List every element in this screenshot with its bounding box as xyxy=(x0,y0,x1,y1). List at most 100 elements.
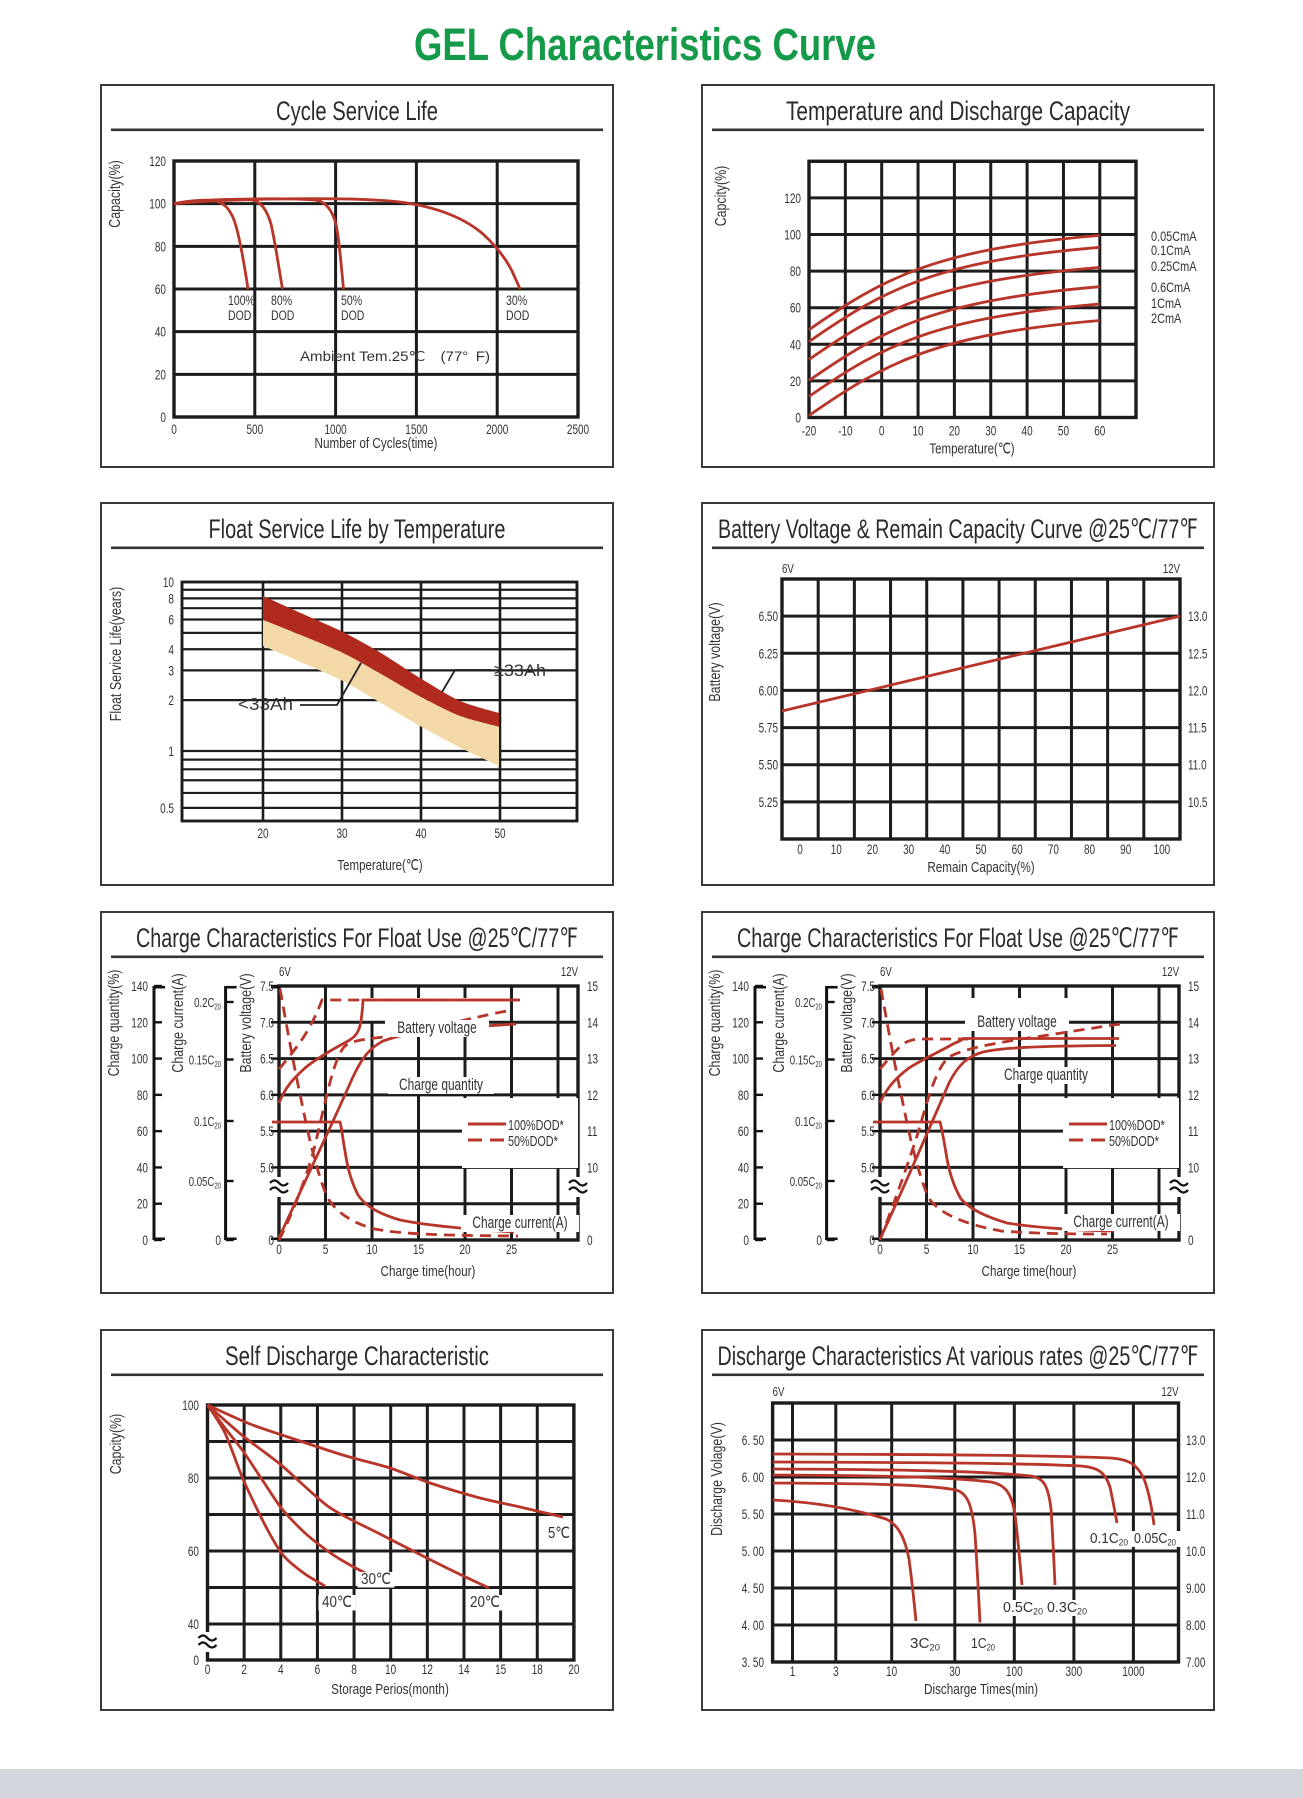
svg-text:0.15C20: 0.15C20 xyxy=(790,1053,823,1070)
svg-text:12V: 12V xyxy=(1163,561,1180,576)
svg-text:50: 50 xyxy=(494,826,505,841)
svg-text:0: 0 xyxy=(268,1233,274,1248)
svg-text:Charge Characteristics For Flo: Charge Characteristics For Float Use @25… xyxy=(737,923,1179,953)
svg-text:0: 0 xyxy=(879,424,885,439)
svg-text:0.2C20: 0.2C20 xyxy=(194,995,221,1012)
svg-text:100%DOD*: 100%DOD* xyxy=(508,1117,564,1134)
svg-text:2CmA: 2CmA xyxy=(1151,310,1182,326)
svg-text:6V: 6V xyxy=(279,964,291,979)
svg-text:DOD: DOD xyxy=(271,308,295,323)
svg-text:-10: -10 xyxy=(838,424,852,439)
svg-text:Cycle Service Life: Cycle Service Life xyxy=(276,96,438,126)
svg-text:0.05CmA: 0.05CmA xyxy=(1151,228,1197,244)
svg-text:100: 100 xyxy=(182,1398,199,1413)
svg-text:Capcity(%): Capcity(%) xyxy=(108,1414,125,1475)
svg-text:20: 20 xyxy=(1060,1242,1071,1257)
svg-text:50%: 50% xyxy=(341,293,362,308)
svg-text:5.75: 5.75 xyxy=(759,721,778,736)
svg-text:20: 20 xyxy=(257,826,268,841)
svg-text:DOD: DOD xyxy=(341,308,365,323)
svg-text:Temperature and Discharge Capa: Temperature and Discharge Capacity xyxy=(786,96,1130,126)
svg-text:50%DOD*: 50%DOD* xyxy=(1109,1133,1159,1150)
svg-text:Battery voltage(V): Battery voltage(V) xyxy=(839,973,856,1072)
svg-text:≥33Ah: ≥33Ah xyxy=(494,661,546,680)
svg-text:Discharge Volage(V): Discharge Volage(V) xyxy=(709,1422,726,1536)
svg-text:Battery voltage(V): Battery voltage(V) xyxy=(707,602,724,701)
svg-text:12V: 12V xyxy=(1161,1384,1178,1399)
svg-text:120: 120 xyxy=(732,1015,749,1030)
svg-text:5.0: 5.0 xyxy=(260,1160,274,1175)
svg-text:4. 00: 4. 00 xyxy=(742,1618,764,1633)
svg-text:10: 10 xyxy=(913,424,924,439)
svg-text:15: 15 xyxy=(1014,1242,1025,1257)
svg-text:13.0: 13.0 xyxy=(1186,1433,1205,1448)
svg-text:0: 0 xyxy=(587,1233,593,1248)
svg-text:8: 8 xyxy=(351,1662,357,1677)
svg-text:0: 0 xyxy=(816,1233,822,1248)
svg-text:5.5: 5.5 xyxy=(861,1124,875,1139)
svg-text:0.1CmA: 0.1CmA xyxy=(1151,242,1191,258)
svg-text:6.5: 6.5 xyxy=(861,1052,875,1067)
svg-text:4: 4 xyxy=(278,1662,284,1677)
svg-text:15: 15 xyxy=(413,1242,424,1257)
svg-text:30: 30 xyxy=(336,826,347,841)
svg-text:11.0: 11.0 xyxy=(1186,1507,1205,1522)
svg-text:18: 18 xyxy=(532,1662,543,1677)
svg-text:70: 70 xyxy=(1048,842,1059,857)
svg-text:0: 0 xyxy=(797,842,803,857)
svg-text:6.50: 6.50 xyxy=(759,609,778,624)
svg-text:6. 00: 6. 00 xyxy=(742,1470,764,1485)
svg-text:80: 80 xyxy=(137,1088,148,1103)
svg-text:6V: 6V xyxy=(782,561,794,576)
svg-text:14: 14 xyxy=(1188,1015,1199,1030)
svg-text:40℃: 40℃ xyxy=(322,1594,352,1611)
svg-text:60: 60 xyxy=(188,1544,199,1559)
svg-text:100: 100 xyxy=(1006,1664,1023,1679)
svg-text:500: 500 xyxy=(246,422,263,437)
svg-text:0.5: 0.5 xyxy=(160,801,174,816)
svg-text:Capacity(%): Capacity(%) xyxy=(107,160,124,228)
svg-text:0.05C20: 0.05C20 xyxy=(189,1174,222,1191)
svg-text:3: 3 xyxy=(833,1664,839,1679)
svg-text:Charge current(A): Charge current(A) xyxy=(1073,1212,1168,1231)
svg-text:9.00: 9.00 xyxy=(1186,1581,1205,1596)
svg-text:Storage Perios(month): Storage Perios(month) xyxy=(331,1681,449,1698)
svg-text:0: 0 xyxy=(795,411,801,426)
svg-text:5: 5 xyxy=(323,1242,329,1257)
svg-text:140: 140 xyxy=(131,979,148,994)
svg-text:20: 20 xyxy=(459,1242,470,1257)
svg-text:20: 20 xyxy=(738,1197,749,1212)
svg-text:40: 40 xyxy=(188,1617,199,1632)
svg-text:40: 40 xyxy=(137,1160,148,1175)
svg-text:Float Service Life(years): Float Service Life(years) xyxy=(108,587,125,721)
svg-text:20: 20 xyxy=(137,1197,148,1212)
svg-text:50: 50 xyxy=(1058,424,1069,439)
svg-text:0.1C20: 0.1C20 xyxy=(795,1114,822,1131)
svg-text:60: 60 xyxy=(1012,842,1023,857)
svg-text:0: 0 xyxy=(205,1662,211,1677)
svg-text:40: 40 xyxy=(790,337,801,352)
svg-text:Charge quantity: Charge quantity xyxy=(1004,1065,1088,1084)
svg-text:6: 6 xyxy=(315,1662,321,1677)
svg-text:8.00: 8.00 xyxy=(1186,1618,1205,1633)
svg-text:0.05C20: 0.05C20 xyxy=(790,1174,823,1191)
svg-text:10.5: 10.5 xyxy=(1188,795,1207,810)
svg-text:Float Service Life by Temperat: Float Service Life by Temperature xyxy=(209,514,506,544)
svg-text:40: 40 xyxy=(155,325,166,340)
svg-text:100: 100 xyxy=(149,197,166,212)
svg-text:Ambient Tem.25℃ (77° F): Ambient Tem.25℃ (77° F) xyxy=(300,348,490,364)
svg-text:10: 10 xyxy=(967,1242,978,1257)
svg-text:4. 50: 4. 50 xyxy=(742,1581,764,1596)
svg-text:120: 120 xyxy=(131,1015,148,1030)
svg-text:120: 120 xyxy=(784,191,801,206)
svg-text:12: 12 xyxy=(422,1662,433,1677)
svg-text:90: 90 xyxy=(1120,842,1131,857)
svg-text:6.00: 6.00 xyxy=(759,683,778,698)
svg-text:8: 8 xyxy=(168,591,174,606)
svg-text:100: 100 xyxy=(732,1052,749,1067)
svg-text:Capcity(%): Capcity(%) xyxy=(713,166,730,227)
svg-text:0: 0 xyxy=(171,422,177,437)
svg-text:Charge quantity(%): Charge quantity(%) xyxy=(106,970,123,1077)
svg-text:80: 80 xyxy=(790,264,801,279)
svg-text:0: 0 xyxy=(1188,1233,1194,1248)
